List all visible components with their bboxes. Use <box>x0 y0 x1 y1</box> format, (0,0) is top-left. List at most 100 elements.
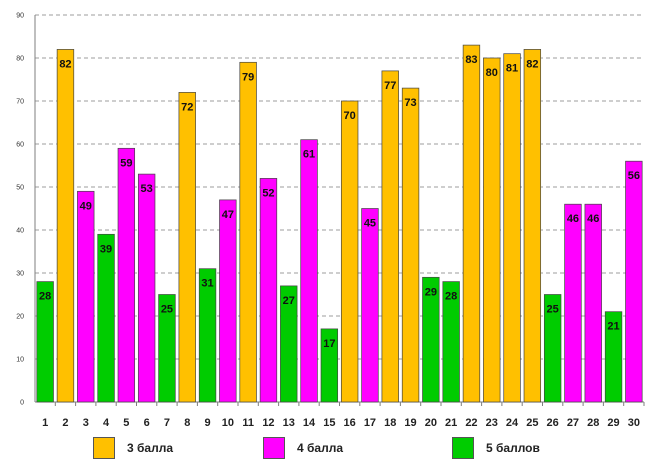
data-label-30: 56 <box>628 170 640 182</box>
bar-6 <box>137 173 156 403</box>
x-tick-label-21: 21 <box>445 417 457 429</box>
data-label-29: 21 <box>607 321 619 333</box>
data-label-18: 77 <box>384 80 396 92</box>
y-tick-label-20: 20 <box>16 314 24 321</box>
data-label-4: 39 <box>100 243 112 255</box>
x-tick-label-14: 14 <box>303 417 316 429</box>
data-label-13: 27 <box>283 295 295 307</box>
bar-25 <box>523 49 542 403</box>
x-tick-label-6: 6 <box>144 417 150 429</box>
data-label-24: 81 <box>506 63 518 75</box>
x-tick-label-24: 24 <box>506 417 519 429</box>
x-tick-label-26: 26 <box>547 417 559 429</box>
bar-9 <box>198 268 217 403</box>
x-tick-label-7: 7 <box>164 417 170 429</box>
x-tick-label-3: 3 <box>83 417 89 429</box>
x-tick-label-20: 20 <box>425 417 437 429</box>
x-tick-label-8: 8 <box>184 417 190 429</box>
legend-label-5: 5 баллов <box>486 441 540 455</box>
x-tick-label-15: 15 <box>323 417 335 429</box>
legend-item-3: 3 балла <box>93 436 173 460</box>
data-label-12: 52 <box>262 187 274 199</box>
x-tick-label-23: 23 <box>486 417 498 429</box>
bar-29 <box>604 311 623 403</box>
y-tick-label-70: 70 <box>16 99 24 106</box>
x-tick-label-4: 4 <box>103 417 110 429</box>
data-label-1: 28 <box>39 291 51 303</box>
data-label-19: 73 <box>404 97 416 109</box>
bar-21 <box>442 281 460 403</box>
data-label-14: 61 <box>303 149 315 161</box>
data-label-10: 47 <box>222 209 234 221</box>
x-tick-label-17: 17 <box>364 417 376 429</box>
y-tick-label-50: 50 <box>16 185 24 192</box>
x-tick-label-27: 27 <box>567 417 579 429</box>
x-tick-label-16: 16 <box>344 417 356 429</box>
data-label-7: 25 <box>161 304 173 316</box>
legend-item-5: 5 баллов <box>452 436 540 460</box>
y-tick-label-0: 0 <box>20 400 24 407</box>
data-label-26: 25 <box>547 304 559 316</box>
bar-3 <box>77 190 95 403</box>
legend-swatch-4 <box>263 437 285 459</box>
legend-item-4: 4 балла <box>263 436 343 460</box>
bar-14 <box>300 139 318 403</box>
x-tick-label-30: 30 <box>628 417 640 429</box>
legend-swatch-5 <box>452 437 474 459</box>
bar-13 <box>280 285 298 403</box>
data-label-16: 70 <box>344 110 356 122</box>
x-tick-label-19: 19 <box>404 417 416 429</box>
bar-10 <box>219 199 237 403</box>
x-tick-label-1: 1 <box>42 417 48 429</box>
bar-16 <box>340 100 359 403</box>
data-label-22: 83 <box>465 54 477 66</box>
x-tick-label-9: 9 <box>204 417 210 429</box>
data-label-5: 59 <box>120 157 132 169</box>
x-tick-label-18: 18 <box>384 417 396 429</box>
bar-17 <box>361 208 379 403</box>
data-label-27: 46 <box>567 213 579 225</box>
x-tick-label-25: 25 <box>526 417 538 429</box>
y-tick-label-40: 40 <box>16 228 24 235</box>
bar-8 <box>178 92 196 403</box>
data-label-3: 49 <box>80 200 92 212</box>
x-tick-label-12: 12 <box>262 417 274 429</box>
data-label-15: 17 <box>323 338 335 350</box>
bar-5 <box>117 147 136 403</box>
data-label-23: 80 <box>486 67 498 79</box>
legend-swatch-3 <box>93 437 115 459</box>
x-tick-label-11: 11 <box>242 417 254 429</box>
bar-2 <box>56 49 75 403</box>
bar-23 <box>483 57 501 403</box>
x-tick-label-28: 28 <box>587 417 599 429</box>
data-label-2: 82 <box>59 58 71 70</box>
data-label-8: 72 <box>181 101 193 113</box>
y-tick-label-80: 80 <box>16 56 24 63</box>
legend-label-4: 4 балла <box>297 441 344 455</box>
x-tick-label-29: 29 <box>607 417 619 429</box>
bar-24 <box>503 53 521 403</box>
bar-7 <box>158 294 176 403</box>
data-label-9: 31 <box>201 278 213 290</box>
bar-11 <box>239 61 257 403</box>
bar-4 <box>97 233 115 403</box>
legend-label-3: 3 балла <box>127 441 174 455</box>
bar-27 <box>564 203 582 403</box>
y-tick-label-10: 10 <box>16 357 24 364</box>
bar-15 <box>320 328 339 403</box>
x-tick-label-5: 5 <box>123 417 129 429</box>
data-label-6: 53 <box>141 183 153 195</box>
x-tick-label-10: 10 <box>222 417 234 429</box>
data-label-11: 79 <box>242 71 254 83</box>
bar-18 <box>381 70 399 403</box>
data-label-21: 28 <box>445 291 457 303</box>
y-tick-label-90: 90 <box>16 13 24 20</box>
data-label-20: 29 <box>425 286 437 298</box>
x-tick-label-2: 2 <box>62 417 68 429</box>
bar-30 <box>625 160 643 403</box>
x-tick-label-13: 13 <box>283 417 295 429</box>
data-label-28: 46 <box>587 213 599 225</box>
bar-19 <box>401 87 420 403</box>
data-label-17: 45 <box>364 218 376 230</box>
